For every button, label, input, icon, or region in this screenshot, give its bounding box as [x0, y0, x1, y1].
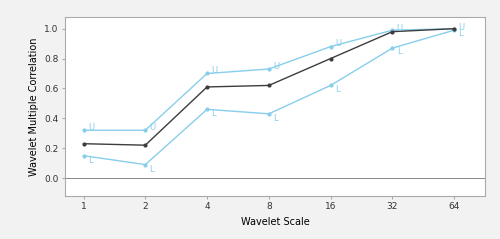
Text: U: U	[150, 123, 156, 132]
Text: U: U	[396, 24, 403, 33]
Text: L: L	[212, 109, 216, 118]
Text: L: L	[458, 29, 463, 38]
Text: L: L	[396, 47, 402, 56]
Text: U: U	[88, 123, 94, 132]
Text: U: U	[335, 39, 341, 48]
Text: L: L	[88, 156, 92, 165]
Text: L: L	[273, 114, 278, 123]
Text: U: U	[273, 61, 280, 71]
X-axis label: Wavelet Scale: Wavelet Scale	[240, 217, 310, 227]
Text: U: U	[458, 23, 464, 32]
Text: L: L	[335, 85, 340, 94]
Text: U: U	[212, 66, 218, 75]
Y-axis label: Wavelet Multiple Correlation: Wavelet Multiple Correlation	[29, 37, 39, 176]
Text: L: L	[150, 165, 154, 174]
